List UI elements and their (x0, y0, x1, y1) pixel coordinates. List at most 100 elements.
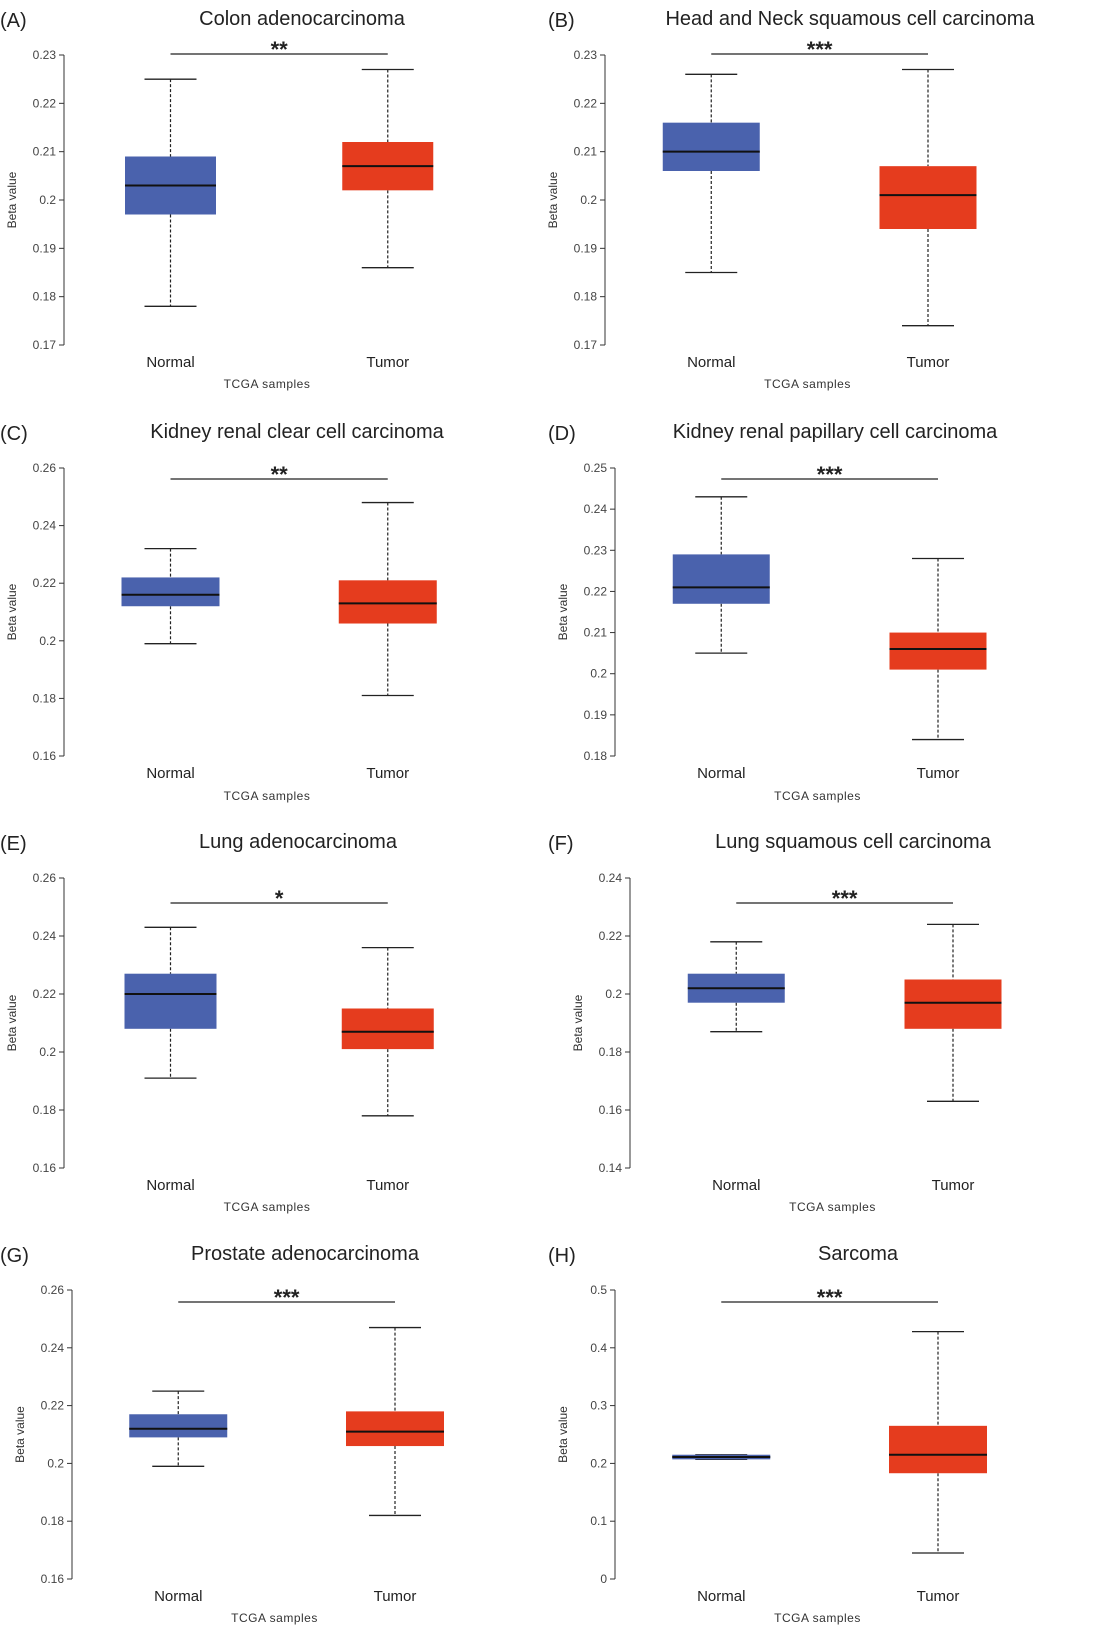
y-tick-label: 0.18 (41, 1514, 65, 1528)
y-tick-label: 0.18 (584, 749, 608, 763)
x-category-label: Tumor (932, 1177, 975, 1194)
x-category-label: Tumor (366, 354, 409, 371)
y-tick-label: 0.2 (39, 1045, 56, 1059)
y-tick-label: 0.21 (33, 145, 57, 159)
y-axis-label: Beta value (5, 994, 19, 1051)
y-tick-label: 0.23 (574, 48, 598, 62)
y-tick-label: 0.2 (47, 1456, 64, 1470)
y-tick-label: 0.23 (584, 543, 608, 557)
x-category-label: Tumor (907, 354, 950, 371)
panel-label: (G) (0, 1245, 29, 1267)
y-tick-label: 0.22 (33, 987, 57, 1001)
y-tick-label: 0.18 (33, 691, 57, 705)
y-tick-label: 0.2 (39, 193, 56, 207)
normal-box (124, 973, 217, 1029)
x-category-label: Normal (697, 1588, 745, 1605)
chart-title: Kidney renal papillary cell carcinoma (673, 421, 998, 443)
y-tick-label: 0.17 (33, 338, 57, 352)
y-tick-label: 0.2 (580, 193, 597, 207)
y-tick-label: 0.16 (33, 749, 57, 763)
y-tick-label: 0.2 (39, 634, 56, 648)
x-category-label: Normal (687, 354, 735, 371)
panel-label: (A) (0, 10, 27, 32)
y-tick-label: 0.16 (599, 1103, 623, 1117)
x-category-label: Normal (697, 765, 745, 782)
normal-box (121, 577, 220, 607)
tumor-box (341, 1008, 434, 1050)
y-axis-label: Beta value (13, 1406, 27, 1463)
y-tick-label: 0.22 (33, 576, 57, 590)
y-tick-label: 0.3 (590, 1399, 607, 1413)
chart-title: Kidney renal clear cell carcinoma (150, 421, 444, 443)
normal-box (672, 554, 770, 604)
y-axis-label: Beta value (5, 171, 19, 228)
x-axis-label: TCGA samples (231, 1611, 318, 1625)
significance-stars: *** (832, 886, 858, 911)
y-tick-label: 0.26 (41, 1283, 65, 1297)
y-tick-label: 0.18 (33, 290, 57, 304)
tumor-box (889, 632, 987, 670)
x-axis-label: TCGA samples (774, 789, 861, 803)
y-tick-label: 0.21 (574, 145, 598, 159)
y-tick-label: 0.2 (590, 1456, 607, 1470)
x-axis-label: TCGA samples (764, 377, 851, 391)
y-tick-label: 0.19 (574, 241, 598, 255)
chart-title: Head and Neck squamous cell carcinoma (665, 8, 1035, 30)
y-tick-label: 0.4 (590, 1341, 607, 1355)
y-tick-label: 0 (600, 1572, 607, 1586)
panel-label: (D) (548, 423, 576, 445)
significance-stars: ** (271, 37, 289, 62)
panel-label: (C) (0, 423, 28, 445)
normal-box (662, 122, 760, 171)
significance-stars: *** (274, 1285, 300, 1310)
significance-stars: *** (817, 462, 843, 487)
y-axis-label: Beta value (556, 583, 570, 640)
x-category-label: Normal (712, 1177, 760, 1194)
y-axis-label: Beta value (556, 1406, 570, 1463)
x-axis-label: TCGA samples (789, 1200, 876, 1214)
x-category-label: Tumor (366, 765, 409, 782)
x-category-label: Normal (154, 1588, 202, 1605)
x-axis-label: TCGA samples (224, 789, 311, 803)
panel-label: (F) (548, 833, 574, 855)
panel-label: (B) (548, 10, 575, 32)
tumor-box (904, 979, 1002, 1029)
y-tick-label: 0.24 (599, 871, 623, 885)
x-category-label: Tumor (366, 1177, 409, 1194)
chart-title: Colon adenocarcinoma (199, 8, 406, 30)
y-tick-label: 0.2 (590, 667, 607, 681)
significance-stars: * (275, 886, 284, 911)
normal-box (129, 1414, 228, 1438)
tumor-box (889, 1425, 987, 1474)
x-category-label: Normal (146, 765, 194, 782)
panel-label: (H) (548, 1245, 576, 1267)
y-tick-label: 0.18 (33, 1103, 57, 1117)
y-tick-label: 0.16 (41, 1572, 65, 1586)
significance-stars: ** (271, 462, 289, 487)
x-category-label: Tumor (374, 1588, 417, 1605)
significance-stars: *** (817, 1285, 843, 1310)
y-tick-label: 0.19 (33, 241, 57, 255)
y-tick-label: 0.22 (584, 584, 608, 598)
y-tick-label: 0.19 (584, 708, 608, 722)
y-tick-label: 0.5 (590, 1283, 607, 1297)
y-tick-label: 0.18 (599, 1045, 623, 1059)
y-tick-label: 0.26 (33, 461, 57, 475)
y-tick-label: 0.22 (41, 1399, 65, 1413)
y-axis-label: Beta value (5, 583, 19, 640)
y-axis-label: Beta value (546, 171, 560, 228)
chart-title: Lung adenocarcinoma (199, 831, 398, 853)
y-tick-label: 0.24 (33, 519, 57, 533)
y-tick-label: 0.22 (33, 96, 57, 110)
chart-title: Lung squamous cell carcinoma (715, 831, 992, 853)
y-tick-label: 0.1 (590, 1514, 607, 1528)
y-tick-label: 0.23 (33, 48, 57, 62)
x-category-label: Normal (146, 354, 194, 371)
y-tick-label: 0.24 (41, 1341, 65, 1355)
y-tick-label: 0.14 (599, 1161, 623, 1175)
y-tick-label: 0.25 (584, 461, 608, 475)
y-tick-label: 0.17 (574, 338, 598, 352)
panel-label: (E) (0, 833, 27, 855)
x-axis-label: TCGA samples (774, 1611, 861, 1625)
